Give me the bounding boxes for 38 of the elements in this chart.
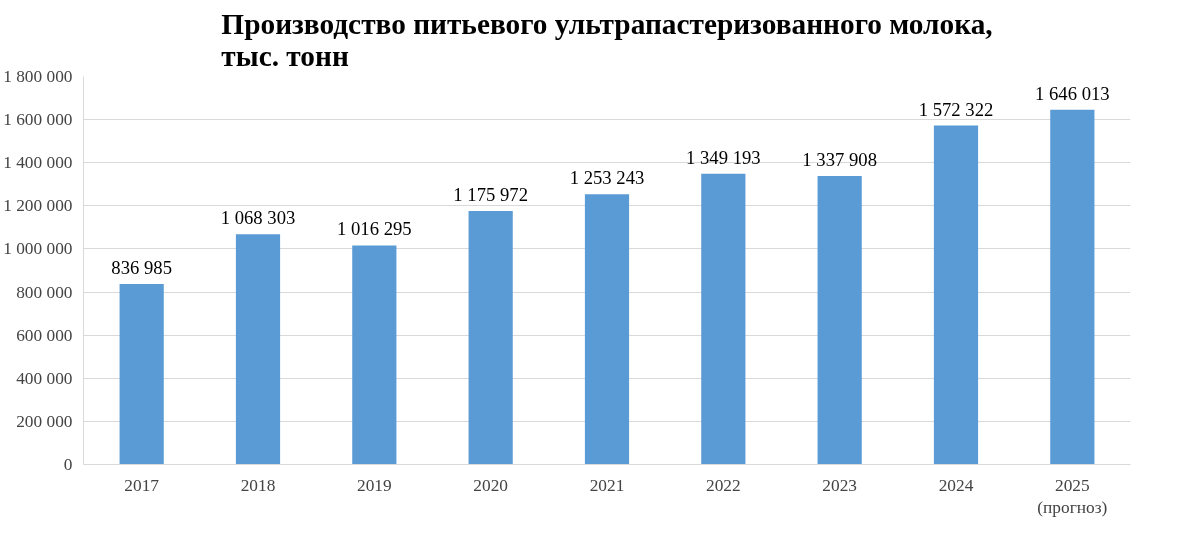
data-label: 1 016 295: [337, 218, 412, 240]
bar: [817, 176, 862, 465]
bar: [468, 211, 513, 465]
x-tick-label: 2017: [124, 475, 160, 495]
x-tick-label: 2020: [473, 475, 508, 495]
data-label: 1 646 013: [1035, 82, 1110, 104]
y-tick-label: 600 000: [16, 325, 73, 345]
data-label: 1 349 193: [686, 146, 761, 168]
y-tick-label: 1 600 000: [3, 110, 73, 130]
y-tick-label: 0: [63, 455, 73, 474]
x-tick-label: 2018: [240, 475, 276, 495]
bar: [584, 194, 630, 465]
y-tick-label: 800 000: [16, 282, 73, 302]
data-label: 1 068 303: [220, 207, 296, 229]
y-tick-label: 1 200 000: [3, 196, 73, 216]
data-label: 1 253 243: [569, 167, 645, 189]
y-tick-label: 200 000: [16, 411, 73, 431]
bar: [933, 125, 979, 465]
x-tick-label: 2025 (прогноз): [1037, 475, 1108, 518]
data-label: 1 572 322: [918, 98, 994, 120]
x-tick-label: 2024: [938, 475, 974, 495]
x-tick-label: 2019: [357, 475, 392, 495]
x-tick-label: 2021: [589, 475, 625, 495]
bar: [1050, 109, 1095, 465]
x-tick-label: 2022: [706, 475, 741, 495]
y-tick-label: 400 000: [16, 368, 73, 388]
bar: [701, 173, 746, 465]
data-label: 1 175 972: [453, 184, 528, 206]
y-tick-label: 1 800 000: [3, 67, 73, 86]
chart-title: Производство питьевого ультрапастеризованного молока, тыс. тонн: [221, 7, 993, 72]
y-tick-label: 1 000 000: [3, 239, 73, 259]
bar: [352, 245, 397, 465]
data-label: 1 337 908: [802, 149, 877, 171]
y-tick-label: 1 400 000: [3, 153, 73, 173]
data-label: 836 985: [111, 257, 172, 279]
x-tick-label: 2023: [822, 475, 857, 495]
bar: [235, 234, 281, 465]
bar: [119, 284, 164, 465]
